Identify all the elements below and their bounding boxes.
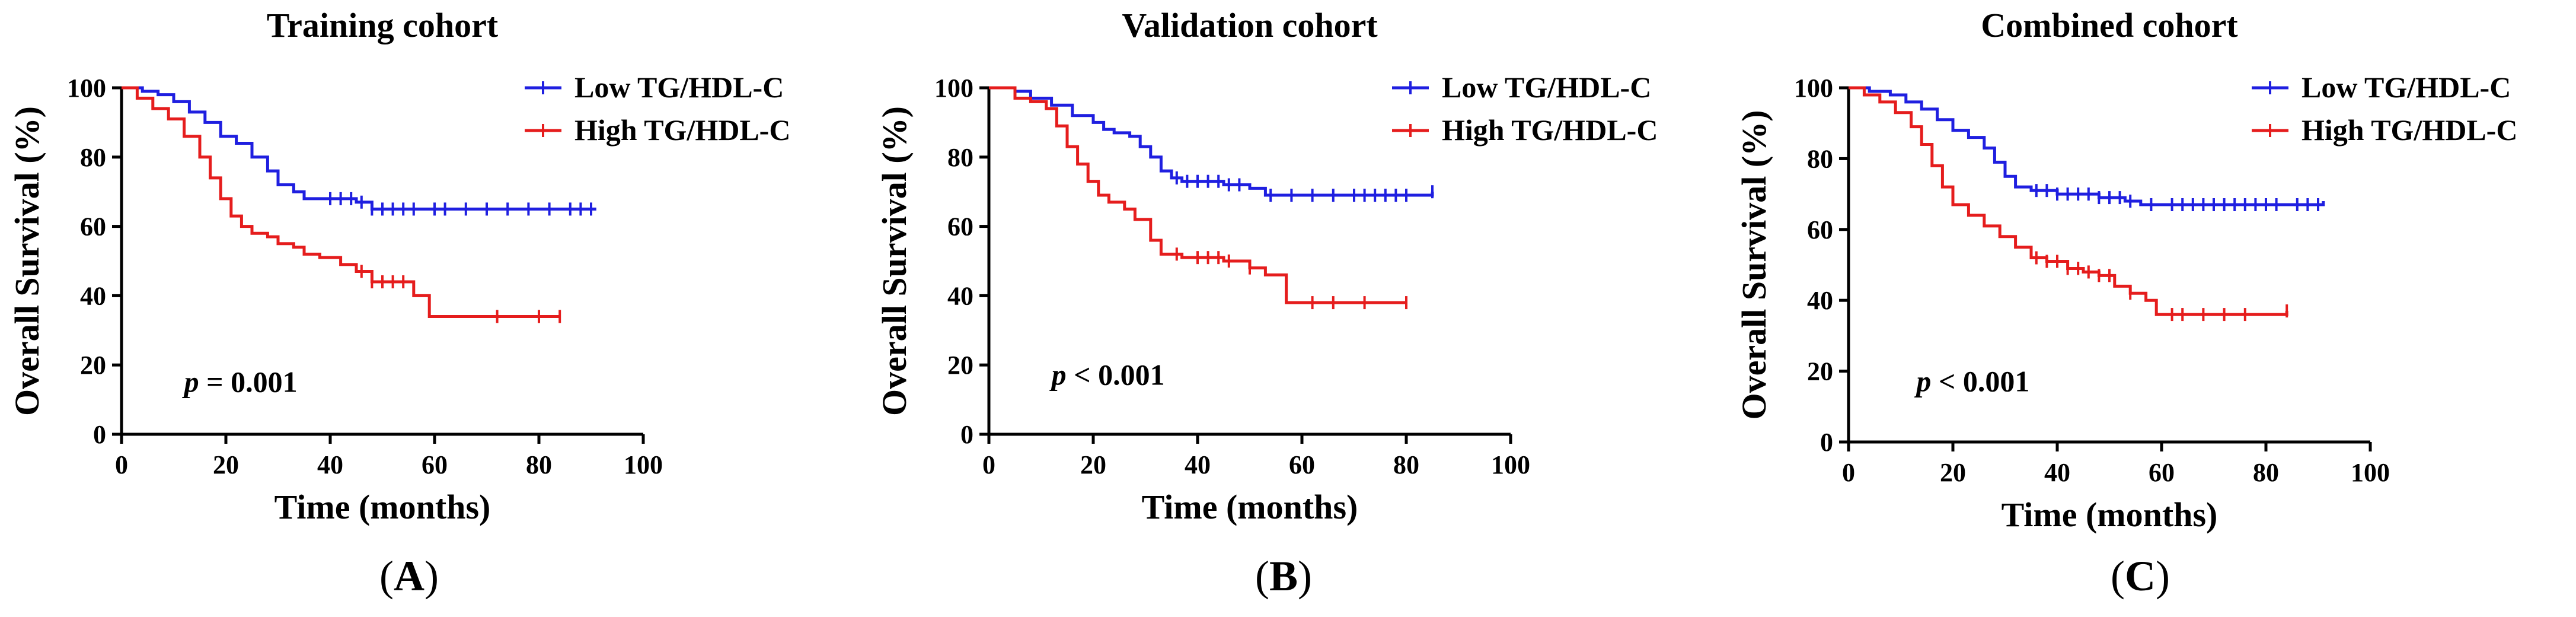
panel-label-b: (B): [1255, 552, 1312, 600]
x-tick-label: 80: [1393, 450, 1419, 479]
legend-label: High TG/HDL-C: [574, 113, 790, 147]
chart-title: Training cohort: [267, 6, 499, 44]
x-tick-label: 0: [982, 450, 995, 479]
y-tick-label: 0: [1820, 428, 1833, 457]
x-tick-label: 0: [1842, 458, 1855, 487]
survival-curve-high: [989, 86, 1406, 304]
panel-label-c: (C): [2111, 552, 2170, 600]
legend-label: High TG/HDL-C: [1442, 113, 1658, 147]
p-value-annotation: p = 0.001: [182, 365, 298, 398]
x-tick-label: 80: [526, 450, 552, 479]
x-tick-label: 20: [213, 450, 239, 479]
y-tick-label: 20: [1807, 357, 1833, 386]
x-tick-label: 40: [1185, 450, 1211, 479]
p-value-annotation: p < 0.001: [1914, 365, 2029, 398]
panel-label-a: (A): [379, 552, 439, 600]
x-tick-label: 40: [2044, 458, 2070, 487]
x-tick-label: 0: [115, 450, 128, 479]
x-tick-label: 20: [1940, 458, 1966, 487]
y-tick-label: 20: [947, 351, 973, 380]
legend-label: Low TG/HDL-C: [2302, 71, 2511, 104]
y-tick-label: 80: [947, 143, 973, 172]
y-axis-label: Overall Survival (%): [8, 106, 46, 416]
chart-panel-3: Combined cohort 0 20 40 60 80 100 0 20 40 60 80 100 T…: [1735, 6, 2517, 534]
y-axis-label: Overall Survival (%): [1735, 110, 1773, 420]
y-tick-label: 0: [93, 420, 106, 449]
x-tick-label: 60: [1289, 450, 1315, 479]
x-axis-label: Time (months): [2002, 495, 2218, 534]
survival-curve-high: [1849, 86, 2288, 316]
survival-curve-low: [122, 86, 596, 211]
p-value-annotation: p < 0.001: [1049, 358, 1165, 392]
x-tick-label: 40: [317, 450, 343, 479]
x-tick-label: 80: [2253, 458, 2279, 487]
y-tick-label: 0: [960, 420, 973, 449]
survival-curve-low: [1849, 86, 2325, 206]
x-tick-label: 60: [422, 450, 448, 479]
chart-panel-2: Validation cohort 0 20 40 60 80 100 0 20 40 60 80 10…: [875, 6, 1658, 526]
y-tick-label: 20: [80, 351, 106, 380]
y-tick-label: 40: [1807, 286, 1833, 315]
y-tick-label: 100: [67, 74, 106, 103]
y-axis-label: Overall Survival (%): [875, 106, 914, 416]
survival-curve-low: [989, 86, 1434, 197]
y-tick-label: 80: [80, 143, 106, 172]
y-tick-label: 40: [947, 281, 973, 310]
x-tick-label: 100: [624, 450, 663, 479]
x-axis-label: Time (months): [274, 488, 491, 526]
y-tick-label: 60: [1807, 215, 1833, 244]
y-tick-label: 60: [80, 212, 106, 241]
legend-label: Low TG/HDL-C: [1442, 71, 1651, 104]
y-tick-label: 60: [947, 212, 973, 241]
x-tick-label: 20: [1080, 450, 1106, 479]
x-tick-label: 100: [1491, 450, 1530, 479]
y-tick-label: 100: [934, 74, 973, 103]
chart-title: Combined cohort: [1981, 6, 2238, 44]
legend-label: High TG/HDL-C: [2302, 113, 2517, 147]
chart-panel-1: Training cohort 0 20 40 60 80 100 0 20 40 60 80 100 T…: [8, 6, 790, 526]
y-tick-label: 100: [1794, 74, 1833, 103]
y-tick-label: 80: [1807, 144, 1833, 173]
x-tick-label: 60: [2149, 458, 2175, 487]
x-axis-label: Time (months): [1142, 488, 1358, 526]
legend-label: Low TG/HDL-C: [574, 71, 784, 104]
chart-title: Validation cohort: [1122, 6, 1378, 44]
y-tick-label: 40: [80, 281, 106, 310]
x-tick-label: 100: [2351, 458, 2390, 487]
